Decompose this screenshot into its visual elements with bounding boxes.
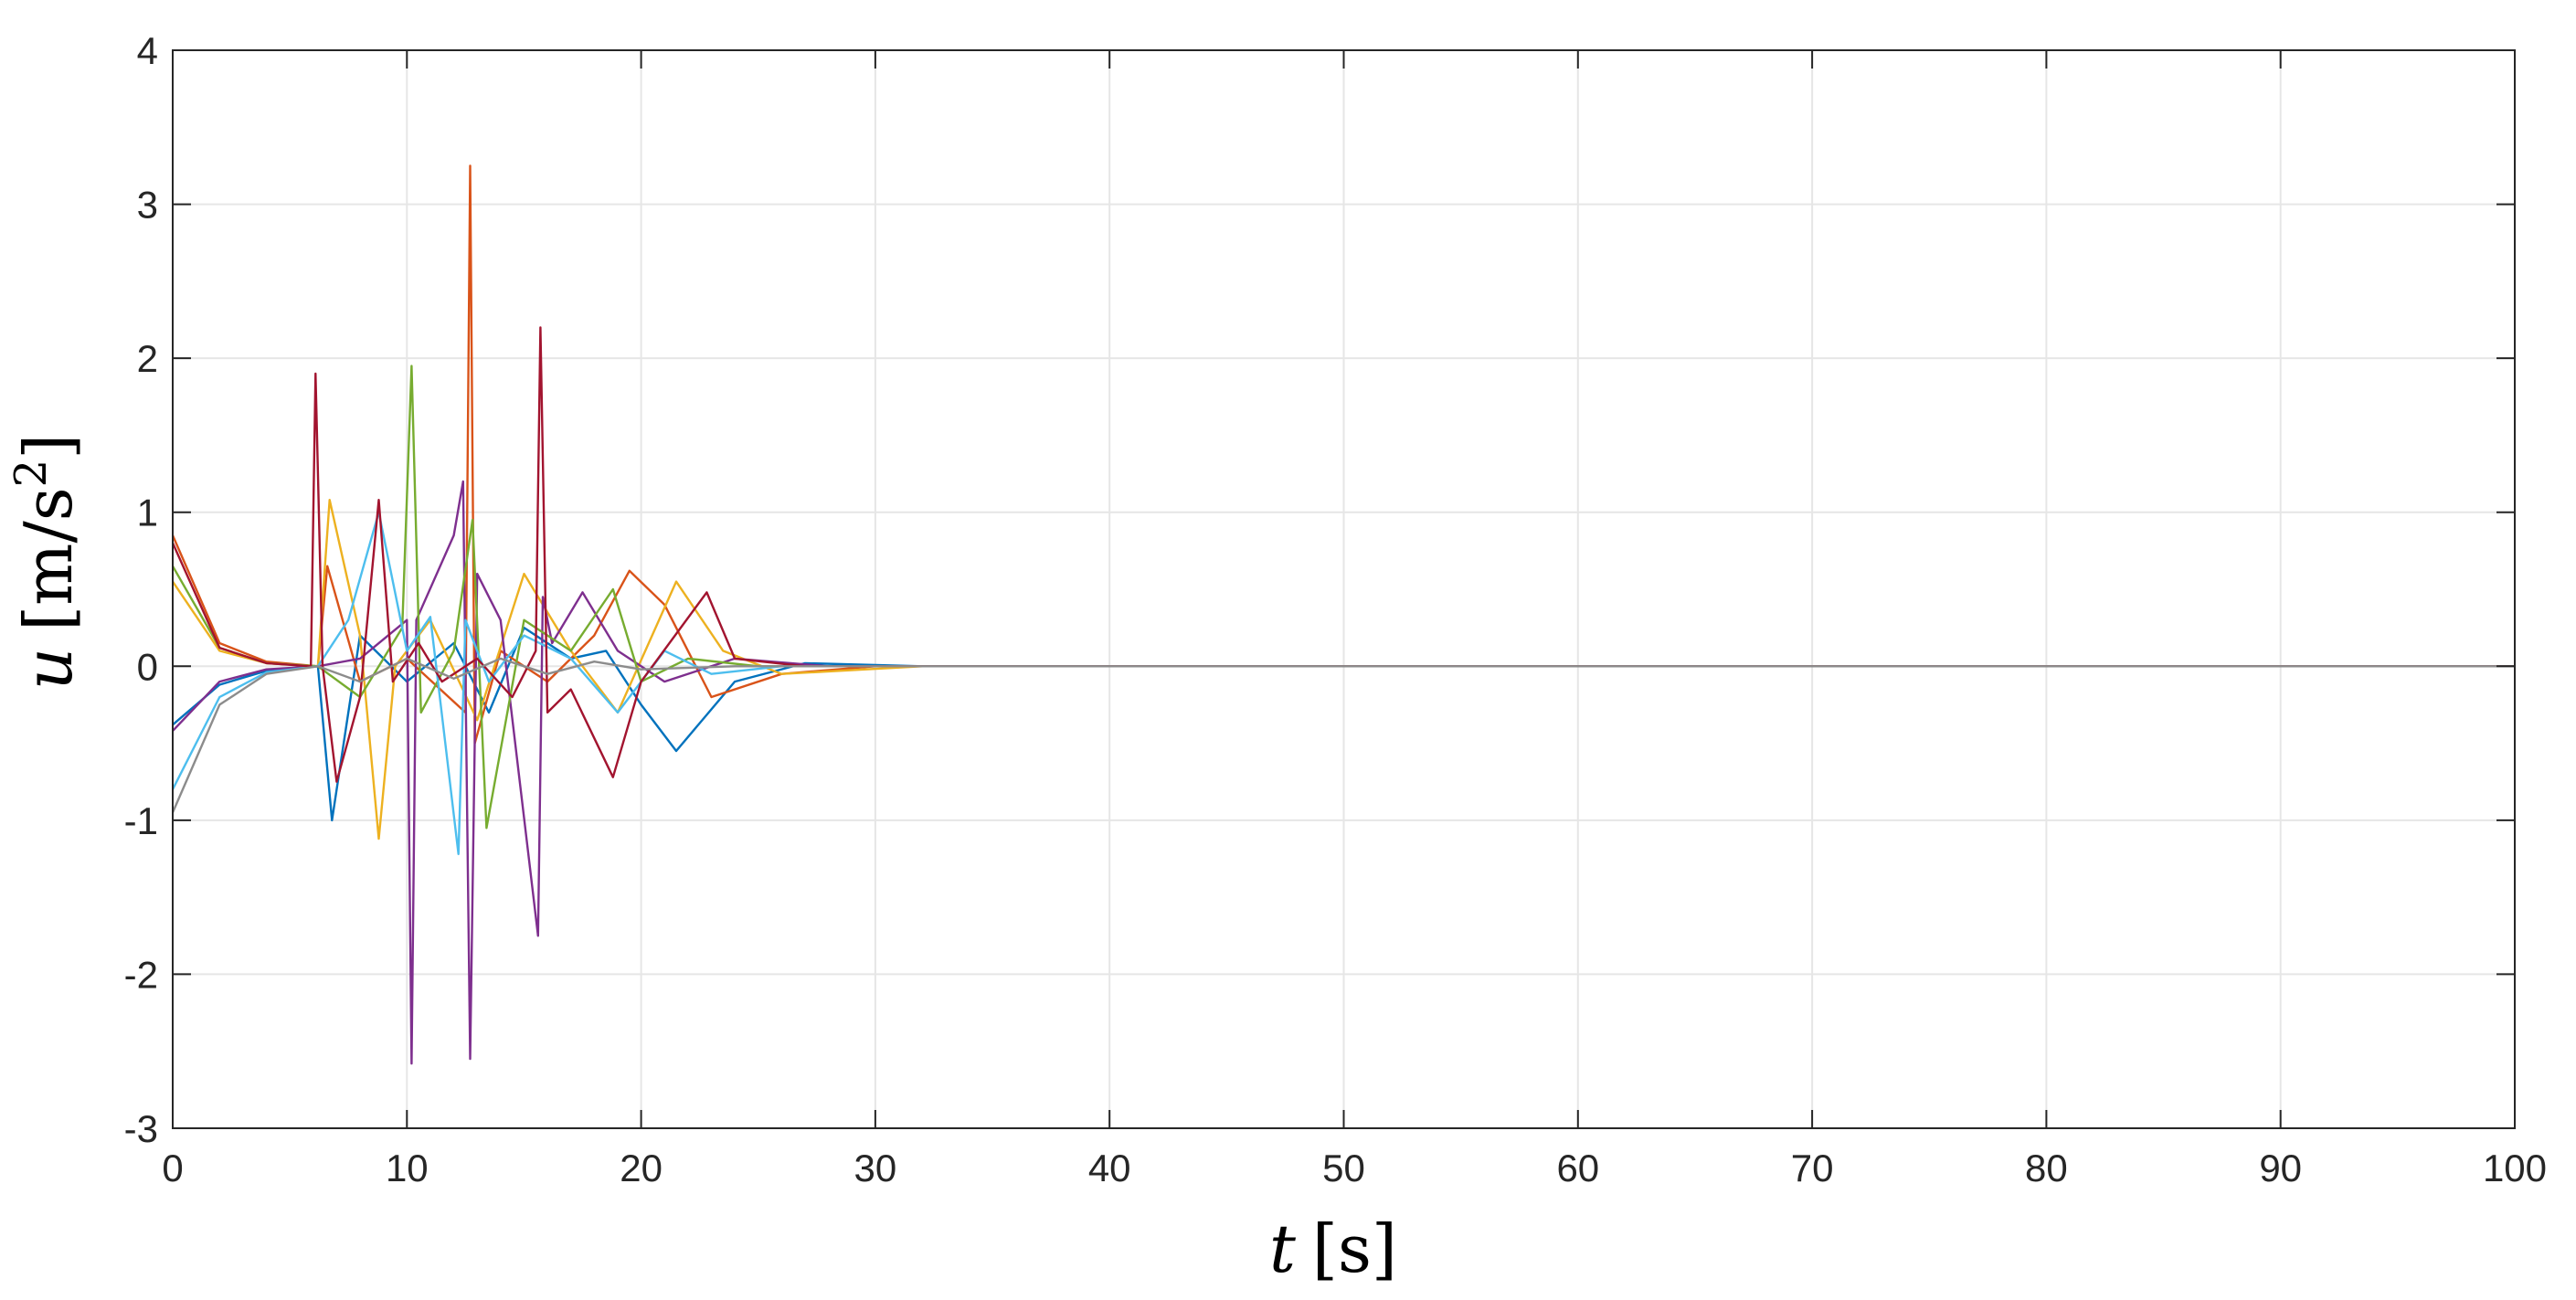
x-tick-label: 80 [2025,1147,2068,1189]
x-tick-label: 40 [1088,1147,1131,1189]
x-tick-label: 60 [1556,1147,1599,1189]
y-tick-label: 2 [137,337,158,380]
series-line-7 [171,326,2515,783]
y-axis-label: u [m/s2] [5,434,87,691]
x-axis-label: t [s] [1269,1210,1397,1287]
x-tick-label: 50 [1322,1147,1365,1189]
x-tick-label: 100 [2483,1147,2547,1189]
x-tick-label: 10 [386,1147,429,1189]
y-tick-label: -2 [124,953,158,996]
y-axis-unit-exponent: 2 [5,460,57,488]
series-layer [171,164,2515,1065]
y-tick-label: 4 [137,29,158,72]
series-line-4 [172,480,2515,1065]
x-tick-label: 70 [1791,1147,1834,1189]
y-axis-unit-close: ] [10,434,87,460]
x-tick-label: 0 [162,1147,183,1189]
y-axis-variable: u [10,648,87,690]
x-tick-labels: 0 10 20 30 40 50 60 70 80 90 100 [162,1147,2547,1189]
axis-ticks [172,49,2516,1129]
y-tick-label: 0 [137,645,158,688]
y-tick-label: -1 [124,799,158,842]
y-tick-label: 3 [137,184,158,227]
y-axis-unit: [m/s [10,487,87,631]
series-line-8 [171,657,2515,813]
y-tick-label: 1 [137,491,158,534]
x-axis-variable: t [1269,1210,1297,1287]
x-axis-unit: [s] [1312,1210,1397,1287]
y-tick-label: -3 [124,1107,158,1150]
x-tick-label: 20 [620,1147,663,1189]
x-tick-label: 90 [2259,1147,2302,1189]
x-tick-label: 30 [854,1147,897,1189]
y-tick-labels: -3 -2 -1 0 1 2 3 4 [124,29,158,1150]
